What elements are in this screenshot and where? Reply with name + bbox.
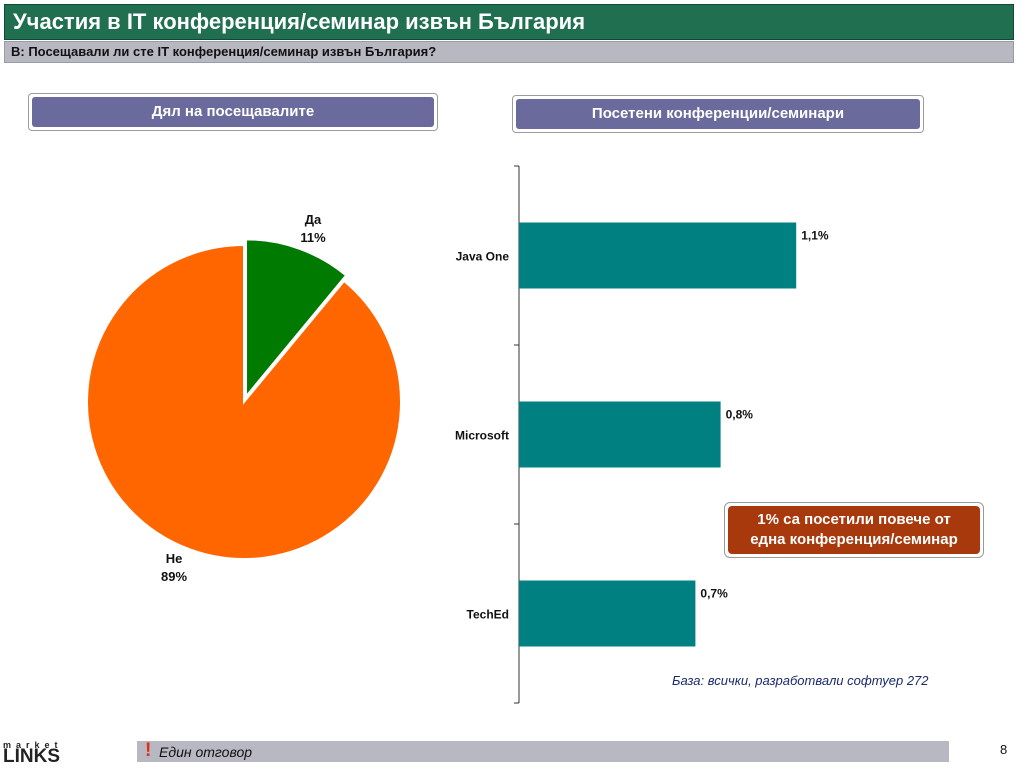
logo-big-text: LINKS (3, 746, 60, 767)
logo-small-text: market (3, 740, 63, 750)
callout-line-1: 1% са посетили повече от (757, 511, 951, 528)
footer-bar: ! Един отговор (137, 740, 949, 762)
pie-slice-value-0: 11% (300, 230, 326, 245)
page-number: 8 (1000, 742, 1008, 757)
pie-slice-0 (245, 238, 348, 400)
callout-line-2: една конференция/семинар (750, 531, 958, 548)
pie-slice-value-1: 89% (161, 569, 187, 584)
pie-panel-title: Дял на посещавалите (32, 97, 434, 127)
title-bar: Участия в IT конференция/семинар извън Б… (4, 4, 1014, 40)
base-note: База: всички, разработвали софтуер 272 (672, 673, 929, 688)
bar-panel-header: Посетени конференции/семинари (512, 95, 924, 133)
company-logo: market LINKS (3, 740, 83, 767)
pie-slice-label-0: Да (305, 212, 322, 227)
bar-panel-title: Посетени конференции/семинари (516, 99, 920, 129)
exclamation-icon: ! (145, 740, 152, 761)
page-title: Участия в IT конференция/семинар извън Б… (13, 9, 586, 34)
pie-panel-header: Дял на посещавалите (28, 93, 438, 131)
question-bar: В: Посещавали ли сте IT конференция/семи… (4, 41, 1014, 63)
callout-text: 1% са посетили повече от една конференци… (728, 506, 980, 554)
footer-note: Един отговор (159, 744, 253, 760)
question-text: В: Посещавали ли сте IT конференция/семи… (11, 44, 437, 59)
callout-box: 1% са посетили повече от една конференци… (724, 502, 984, 558)
pie-slice-1 (86, 243, 402, 560)
pie-slice-label-1: Не (166, 551, 183, 566)
